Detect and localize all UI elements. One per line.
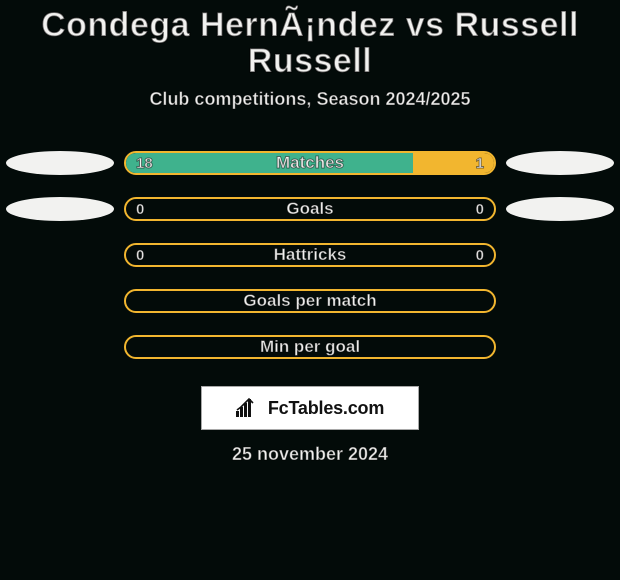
stat-value-right: 0 — [476, 247, 484, 264]
bar-fill-left — [126, 153, 413, 173]
stat-value-left: 0 — [136, 247, 144, 264]
stat-value-left: 0 — [136, 201, 144, 218]
stat-row-hattricks: 0 Hattricks 0 — [4, 232, 616, 278]
brand-text: FcTables.com — [268, 398, 384, 419]
stat-label: Matches — [276, 153, 344, 173]
stat-value-right: 0 — [476, 201, 484, 218]
stat-row-goals-per-match: Goals per match — [4, 278, 616, 324]
stat-row-matches: 18 Matches 1 — [4, 140, 616, 186]
stat-row-goals: 0 Goals 0 — [4, 186, 616, 232]
bar-chart-icon — [236, 397, 262, 419]
stat-bar: Goals per match — [124, 289, 496, 313]
stat-label: Hattricks — [274, 245, 347, 265]
brand-badge: FcTables.com — [201, 386, 419, 430]
stat-bar: 18 Matches 1 — [124, 151, 496, 175]
stat-label: Goals per match — [243, 291, 376, 311]
club-badge-left — [6, 151, 114, 175]
page-title: Condega HernÃ¡ndez vs Russell Russell — [0, 8, 620, 79]
club-badge-right — [506, 197, 614, 221]
stat-row-min-per-goal: Min per goal — [4, 324, 616, 370]
stat-bar: Min per goal — [124, 335, 496, 359]
date-text: 25 november 2024 — [0, 444, 620, 465]
stat-bar: 0 Hattricks 0 — [124, 243, 496, 267]
club-badge-left — [6, 197, 114, 221]
comparison-card: Condega HernÃ¡ndez vs Russell Russell Cl… — [0, 0, 620, 580]
stat-value-left: 18 — [136, 155, 153, 172]
stats-block: 18 Matches 1 0 Goals 0 0 Hattr — [0, 140, 620, 370]
club-badge-right — [506, 151, 614, 175]
stat-label: Min per goal — [260, 337, 360, 357]
subtitle: Club competitions, Season 2024/2025 — [0, 89, 620, 110]
stat-value-right: 1 — [476, 155, 484, 172]
stat-bar: 0 Goals 0 — [124, 197, 496, 221]
stat-label: Goals — [286, 199, 333, 219]
